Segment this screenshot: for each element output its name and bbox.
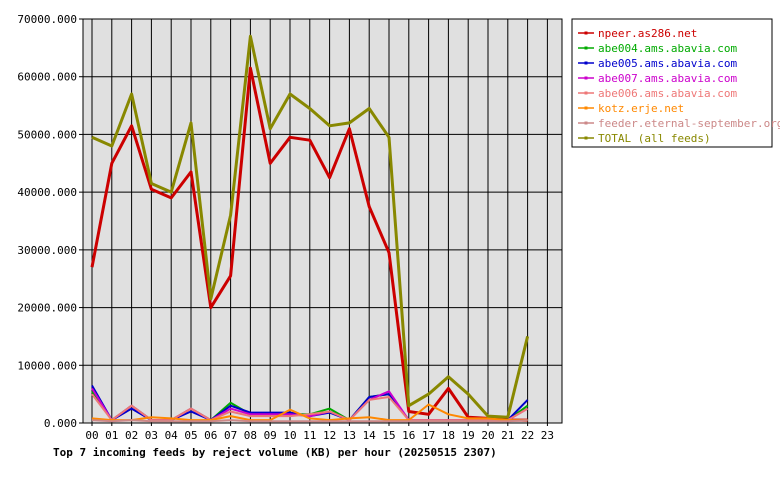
x-tick-label: 09 [264,429,277,442]
x-tick-label: 22 [521,429,534,442]
x-tick-label: 14 [363,429,377,442]
series-line-6 [91,419,528,423]
x-tick-label: 10 [283,429,296,442]
legend-label: abe007.ams.abavia.com [598,72,737,85]
legend-label: feeder.eternal-september.org [598,117,780,130]
x-tick-label: 17 [422,429,435,442]
x-tick-label: 02 [125,429,138,442]
legend-marker [584,136,588,140]
x-tick-label: 18 [442,429,455,442]
legend-label: kotz.erje.net [598,102,684,115]
x-tick-label: 12 [323,429,336,442]
x-tick-label: 03 [145,429,158,442]
x-tick-label: 11 [303,429,316,442]
plot-area [82,18,563,424]
x-tick-label: 20 [481,429,494,442]
x-tick-label: 00 [85,429,98,442]
x-tick-label: 16 [402,429,415,442]
x-tick-label: 01 [105,429,118,442]
series-line-0 [90,66,528,422]
legend-box [571,18,773,148]
legend-marker [584,61,588,65]
x-axis-ticks: 00 01 02 03 04 05 06 07 08 09 10 11 12 13 14 15 16 17 18 19… [85,423,554,442]
y-tick-label: 10000.000 [17,359,77,372]
x-tick-label: 08 [244,429,257,442]
y-tick-label: 30000.000 [17,244,77,257]
y-tick-label: 70000.000 [17,13,77,26]
x-tick-label: 19 [462,429,475,442]
legend-marker [584,91,588,95]
legend-marker [584,76,588,80]
legend-marker [584,106,588,110]
x-tick-label: 04 [165,429,179,442]
x-tick-label: 21 [501,429,514,442]
legend-marker [584,121,588,125]
x-tick-label: 07 [224,429,237,442]
series-line-4 [91,393,529,422]
series-line-5 [91,403,528,422]
legend-label: npeer.as286.net [598,27,697,40]
x-tick-label: 13 [343,429,356,442]
legend-label: abe004.ams.abavia.com [598,42,737,55]
y-axis-ticks: 0.000 10000.000 20000.000 30000.000 40000.00… [17,13,83,430]
legend-marker [584,31,588,35]
series-lines [90,34,530,423]
y-tick-label: 20000.000 [17,302,77,315]
legend-label: abe006.ams.abavia.com [598,87,737,100]
x-tick-label: 15 [382,429,395,442]
chart-title: Top 7 incoming feeds by reject volume (K… [53,446,497,459]
y-tick-label: 60000.000 [17,71,77,84]
legend-label: abe005.ams.abavia.com [598,57,737,70]
y-tick-label: 40000.000 [17,186,77,199]
x-tick-label: 05 [184,429,197,442]
y-tick-label: 0.000 [44,417,77,430]
legend-label: TOTAL (all feeds) [598,132,711,145]
x-tick-label: 23 [541,429,554,442]
y-tick-label: 50000.000 [17,128,77,141]
series-line-7 [91,34,530,419]
legend: npeer.as286.net abe004.ams.abavia.com abe0… [571,18,780,148]
x-tick-label: 06 [204,429,217,442]
legend-marker [584,46,588,50]
